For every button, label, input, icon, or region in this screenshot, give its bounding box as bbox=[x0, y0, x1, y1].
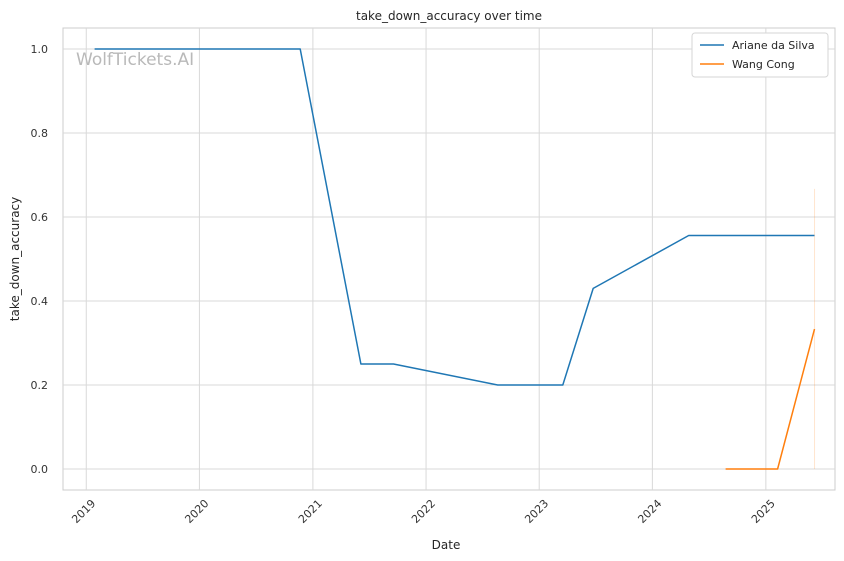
series-line-wang-cong bbox=[725, 328, 816, 470]
y-tick-label: 0.6 bbox=[31, 211, 49, 224]
x-axis-title: Date bbox=[432, 538, 461, 552]
y-tick-label: 0.2 bbox=[31, 379, 49, 392]
y-tick-label: 0.0 bbox=[31, 463, 49, 476]
x-gridlines bbox=[85, 28, 767, 490]
legend-label-ariane-da-silva: Ariane da Silva bbox=[732, 39, 815, 52]
y-tick-label: 0.4 bbox=[31, 295, 49, 308]
legend-box bbox=[691, 32, 829, 78]
x-tick-label: 2021 bbox=[296, 497, 325, 526]
y-tick-labels: 0.0 0.2 0.4 0.6 0.8 1.0 bbox=[31, 43, 49, 476]
x-tick-label: 2020 bbox=[182, 497, 211, 526]
x-tick-label: 2022 bbox=[409, 497, 438, 526]
legend: Ariane da Silva Wang Cong bbox=[691, 32, 829, 78]
x-tick-label: 2024 bbox=[635, 497, 664, 526]
y-tick-label: 1.0 bbox=[31, 43, 49, 56]
y-tick-label: 0.8 bbox=[31, 127, 49, 140]
x-tick-labels: 2019 2020 2021 2022 2023 2024 2025 bbox=[69, 497, 778, 526]
legend-label-wang-cong: Wang Cong bbox=[732, 58, 795, 71]
y-axis-title: take_down_accuracy bbox=[8, 197, 22, 321]
series-line-ariane-da-silva bbox=[94, 48, 815, 386]
plot-area bbox=[62, 27, 836, 491]
series-lines bbox=[94, 48, 816, 470]
chart-title: take_down_accuracy over time bbox=[356, 9, 542, 23]
watermark: WolfTickets.AI bbox=[76, 50, 194, 70]
x-tick-label: 2023 bbox=[522, 497, 551, 526]
x-tick-label: 2019 bbox=[69, 497, 98, 526]
x-tick-label: 2025 bbox=[749, 497, 778, 526]
